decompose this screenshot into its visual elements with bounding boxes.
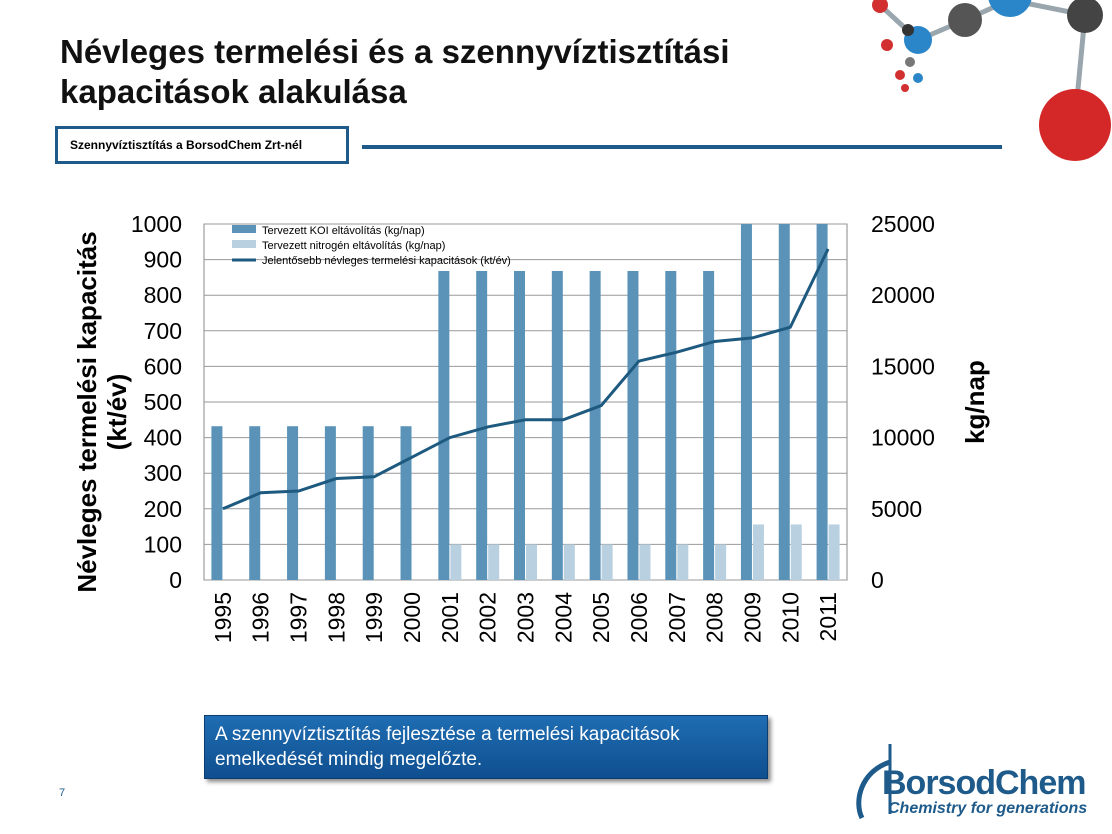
x-tick-label: 1999 (361, 592, 387, 643)
y-left-tick-label: 1000 (131, 211, 182, 237)
bar-koi (589, 270, 601, 580)
bar-nitrogen (790, 524, 802, 580)
chart: 0100200300400500600700800900100005000100… (72, 211, 990, 643)
y-right-axis-label: kg/nap (960, 360, 990, 444)
company-logo: BorsodChem Chemistry for generations (850, 742, 1090, 822)
x-tick-label: 1996 (248, 592, 274, 643)
x-tick-label: 2002 (475, 592, 501, 643)
bar-nitrogen (639, 544, 651, 580)
line-capacity (222, 248, 830, 511)
title-line-2: kapacitások alakulása (60, 73, 407, 110)
logo-swoosh-icon (856, 744, 892, 820)
y-right-tick-label: 0 (871, 567, 884, 593)
legend-label: Jelentősebb névleges termelési kapacitás… (262, 255, 511, 267)
page-title: Névleges termelési és a szennyvíztisztít… (60, 32, 820, 112)
bar-koi (287, 426, 299, 580)
x-tick-label: 2001 (437, 592, 463, 643)
bar-koi (778, 224, 790, 580)
callout-line-2: emelkedését mindig megelőzte. (215, 749, 483, 770)
x-tick-label: 2004 (550, 592, 576, 643)
y-left-tick-label: 0 (169, 567, 182, 593)
bar-nitrogen (677, 544, 689, 580)
bar-nitrogen (450, 544, 462, 580)
y-left-tick-label: 200 (144, 496, 182, 522)
logo-name: BorsodChem (882, 764, 1086, 802)
x-tick-label: 2000 (399, 592, 425, 643)
legend-label: Tervezett nitrogén eltávolítás (kg/nap) (262, 240, 445, 252)
x-tick-label: 2009 (739, 592, 765, 643)
y-right-tick-label: 5000 (871, 496, 922, 522)
x-tick-label: 2011 (815, 592, 841, 641)
legend-label: Tervezett KOI eltávolítás (kg/nap) (262, 225, 425, 237)
subtitle-divider (362, 145, 1002, 149)
x-tick-label: 1998 (323, 592, 349, 643)
y-right-tick-label: 10000 (871, 425, 935, 451)
x-tick-label: 1995 (210, 592, 236, 643)
bar-nitrogen (828, 524, 840, 580)
bar-koi (665, 270, 677, 580)
y-left-tick-label: 300 (144, 460, 182, 486)
legend-swatch (232, 240, 256, 248)
y-left-tick-label: 500 (144, 389, 182, 415)
x-tick-label: 1997 (286, 592, 312, 643)
bar-koi (703, 270, 715, 580)
x-tick-label: 2005 (588, 592, 614, 643)
callout-line-1: A szennyvíztisztítás fejlesztése a terme… (215, 724, 680, 745)
x-tick-label: 2006 (626, 592, 652, 643)
y-left-tick-label: 100 (144, 531, 182, 557)
y-right-tick-label: 15000 (871, 353, 935, 379)
y-left-axis-label: Névleges termelési kapacitás (72, 231, 102, 592)
bar-koi (627, 270, 639, 580)
bar-koi (324, 426, 336, 580)
bar-koi (476, 270, 488, 580)
bar-koi (211, 426, 223, 580)
bar-koi (740, 224, 752, 580)
y-right-tick-label: 25000 (871, 211, 935, 237)
y-left-tick-label: 600 (144, 353, 182, 379)
bar-koi (362, 426, 374, 580)
bar-nitrogen (752, 524, 764, 580)
bar-koi (400, 426, 412, 580)
legend-swatch (232, 225, 256, 233)
logo-tagline: Chemistry for generations (888, 800, 1088, 817)
x-tick-label: 2003 (513, 592, 539, 643)
bar-koi (514, 270, 525, 580)
y-left-tick-label: 400 (144, 425, 182, 451)
bar-koi (816, 224, 828, 580)
bar-nitrogen (526, 544, 537, 580)
x-tick-label: 2010 (777, 592, 803, 643)
section-subtitle: Szennyvíztisztítás a BorsodChem Zrt-nél (55, 126, 349, 164)
bar-nitrogen (715, 544, 727, 580)
title-line-1: Névleges termelési és a szennyvíztisztít… (60, 33, 730, 70)
bar-nitrogen (563, 544, 575, 580)
callout-box: A szennyvíztisztítás fejlesztése a terme… (204, 715, 768, 779)
y-left-tick-label: 800 (144, 282, 182, 308)
y-left-tick-label: 900 (144, 247, 182, 273)
bar-nitrogen (601, 544, 613, 580)
bar-koi (249, 426, 261, 580)
x-tick-label: 2008 (702, 592, 728, 643)
bar-koi (551, 270, 563, 580)
y-left-tick-label: 700 (144, 318, 182, 344)
page-number: 7 (59, 787, 66, 799)
bar-koi (438, 270, 450, 580)
bar-nitrogen (488, 544, 500, 580)
x-tick-label: 2007 (664, 592, 690, 643)
y-right-tick-label: 20000 (871, 282, 935, 308)
y-left-axis-label-unit: (kt/év) (102, 374, 132, 451)
molecule-icon (872, 0, 1111, 161)
